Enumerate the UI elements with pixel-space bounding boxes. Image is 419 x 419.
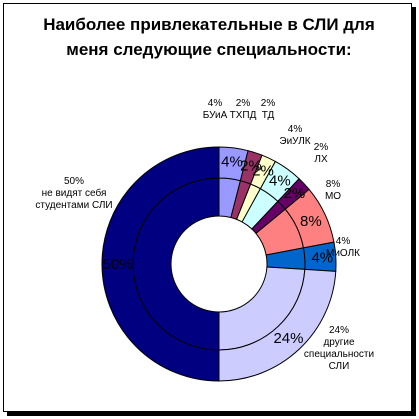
ring-label-6: 4%: [311, 250, 333, 267]
external-label-1: 2% ТХПД: [230, 98, 257, 121]
slice-outer-8: [101, 146, 220, 382]
external-label-6: 4% МиОЛК: [326, 236, 360, 259]
ring-label-0: 4%: [221, 153, 243, 170]
external-label-2: 2% ТД: [261, 98, 276, 121]
ring-label-2: 2%: [252, 162, 274, 179]
chart-title-line-2: меня следующие специальности:: [66, 40, 351, 59]
ring-label-1: 2%: [240, 158, 262, 175]
external-label-3: 4% ЭиУЛК: [279, 124, 310, 147]
ring-label-3: 4%: [269, 172, 291, 189]
external-label-0: 4% БУиА: [203, 98, 228, 121]
ring-label-8: 50%: [102, 256, 132, 273]
external-label-4: 2% ЛХ: [314, 142, 329, 165]
chart-title-line-1: Наиболее привлекательные в СЛИ для: [43, 15, 375, 34]
ring-label-5: 8%: [300, 213, 322, 230]
external-label-7: 24% другие специальности СЛИ: [304, 325, 374, 372]
external-label-5: 8% МО: [325, 179, 341, 202]
donut-rings: [101, 146, 337, 382]
ring-label-7: 24%: [273, 330, 303, 347]
ring-labels: 4%2%2%4%2%8%4%24%50%: [102, 153, 333, 347]
ring-label-4: 2%: [284, 185, 306, 202]
external-label-8: 50% не видят себя студентами СЛИ: [35, 176, 112, 211]
